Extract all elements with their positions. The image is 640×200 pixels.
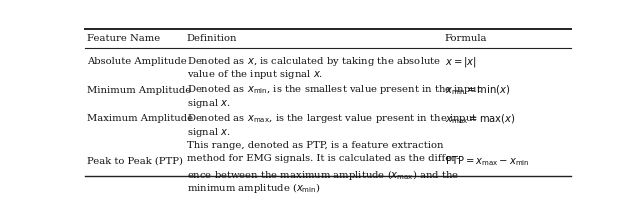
Text: signal $x$.: signal $x$. [187,97,230,110]
Text: minimum amplitude ($x_{\mathrm{min}}$): minimum amplitude ($x_{\mathrm{min}}$) [187,181,320,195]
Text: $x_{\mathrm{max}} = \mathrm{max}(x)$: $x_{\mathrm{max}} = \mathrm{max}(x)$ [445,112,515,126]
Text: Denoted as $x_{\mathrm{max}}$, is the largest value present in the input: Denoted as $x_{\mathrm{max}}$, is the la… [187,112,477,125]
Text: Feature Name: Feature Name [88,34,161,43]
Text: $\mathrm{PTP} = x_{\mathrm{max}} - x_{\mathrm{min}}$: $\mathrm{PTP} = x_{\mathrm{max}} - x_{\m… [445,154,529,168]
Text: method for EMG signals. It is calculated as the differ-: method for EMG signals. It is calculated… [187,154,459,163]
Text: Absolute Amplitude: Absolute Amplitude [88,57,187,66]
Text: Denoted as $x_{\mathrm{min}}$, is the smallest value present in the input: Denoted as $x_{\mathrm{min}}$, is the sm… [187,83,482,96]
Text: Peak to Peak (PTP): Peak to Peak (PTP) [88,157,184,166]
Text: $x = |x|$: $x = |x|$ [445,55,476,69]
Text: Maximum Amplitude: Maximum Amplitude [88,114,193,123]
Text: Minimum Amplitude: Minimum Amplitude [88,86,192,95]
Text: Definition: Definition [187,34,237,43]
Text: This range, denoted as PTP, is a feature extraction: This range, denoted as PTP, is a feature… [187,141,443,150]
Text: ence between the maximum amplitude ($x_{\mathrm{max}}$) and the: ence between the maximum amplitude ($x_{… [187,168,459,182]
Text: value of the input signal $x$.: value of the input signal $x$. [187,68,323,81]
Text: Denoted as $x$, is calculated by taking the absolute: Denoted as $x$, is calculated by taking … [187,55,441,68]
Text: signal $x$.: signal $x$. [187,126,230,139]
Text: Formula: Formula [445,34,487,43]
Text: $x_{\mathrm{min}} = \mathrm{min}(x)$: $x_{\mathrm{min}} = \mathrm{min}(x)$ [445,83,510,97]
